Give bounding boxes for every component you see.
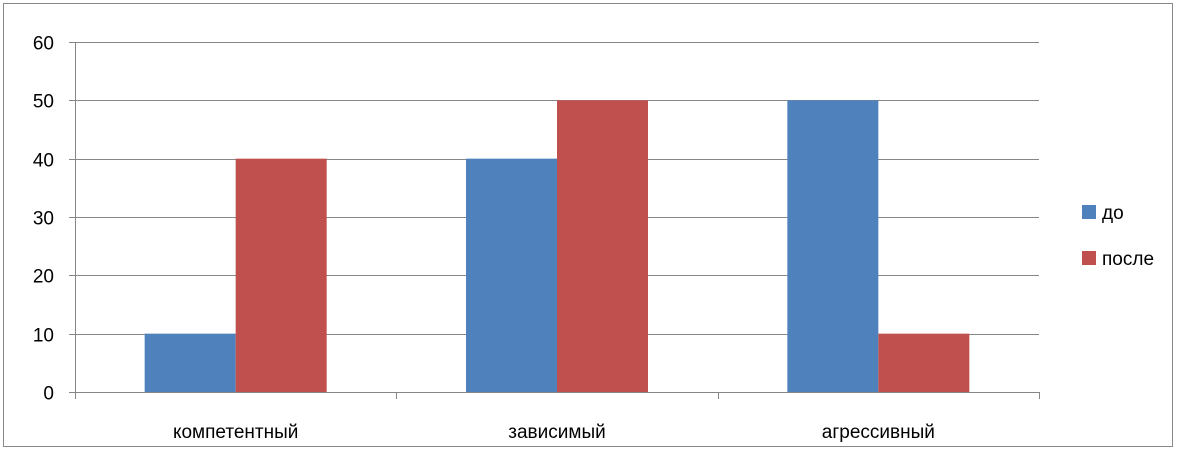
y-tick-label: 40 bbox=[33, 151, 54, 172]
legend-label: до bbox=[1102, 203, 1124, 224]
legend-swatch bbox=[1082, 251, 1096, 265]
bars bbox=[144, 100, 970, 392]
bar-do-2 bbox=[787, 100, 879, 392]
bar-posle-0 bbox=[235, 158, 327, 392]
bar-do-0 bbox=[144, 333, 236, 392]
x-axis-category-labels: компетентный зависимый агрессивный bbox=[173, 422, 935, 443]
category-label: агрессивный bbox=[822, 422, 935, 443]
y-tick-label: 50 bbox=[33, 92, 54, 113]
y-tick-label: 30 bbox=[33, 209, 54, 230]
category-label: зависимый bbox=[508, 422, 605, 443]
legend: до после bbox=[1082, 203, 1154, 270]
x-axis bbox=[75, 392, 1040, 399]
bar-posle-1 bbox=[557, 100, 648, 392]
bar-do-1 bbox=[466, 158, 557, 392]
y-tick-label: 60 bbox=[33, 34, 54, 55]
y-axis-tick-labels: 0 10 20 30 40 50 60 bbox=[33, 34, 54, 405]
y-tick-label: 10 bbox=[33, 326, 54, 347]
y-tick-label: 0 bbox=[43, 384, 54, 405]
y-tick-label: 20 bbox=[33, 267, 54, 288]
legend-label: после bbox=[1102, 249, 1154, 270]
category-label: компетентный bbox=[173, 422, 298, 443]
bar-posle-2 bbox=[878, 333, 970, 392]
legend-swatch bbox=[1082, 205, 1096, 219]
